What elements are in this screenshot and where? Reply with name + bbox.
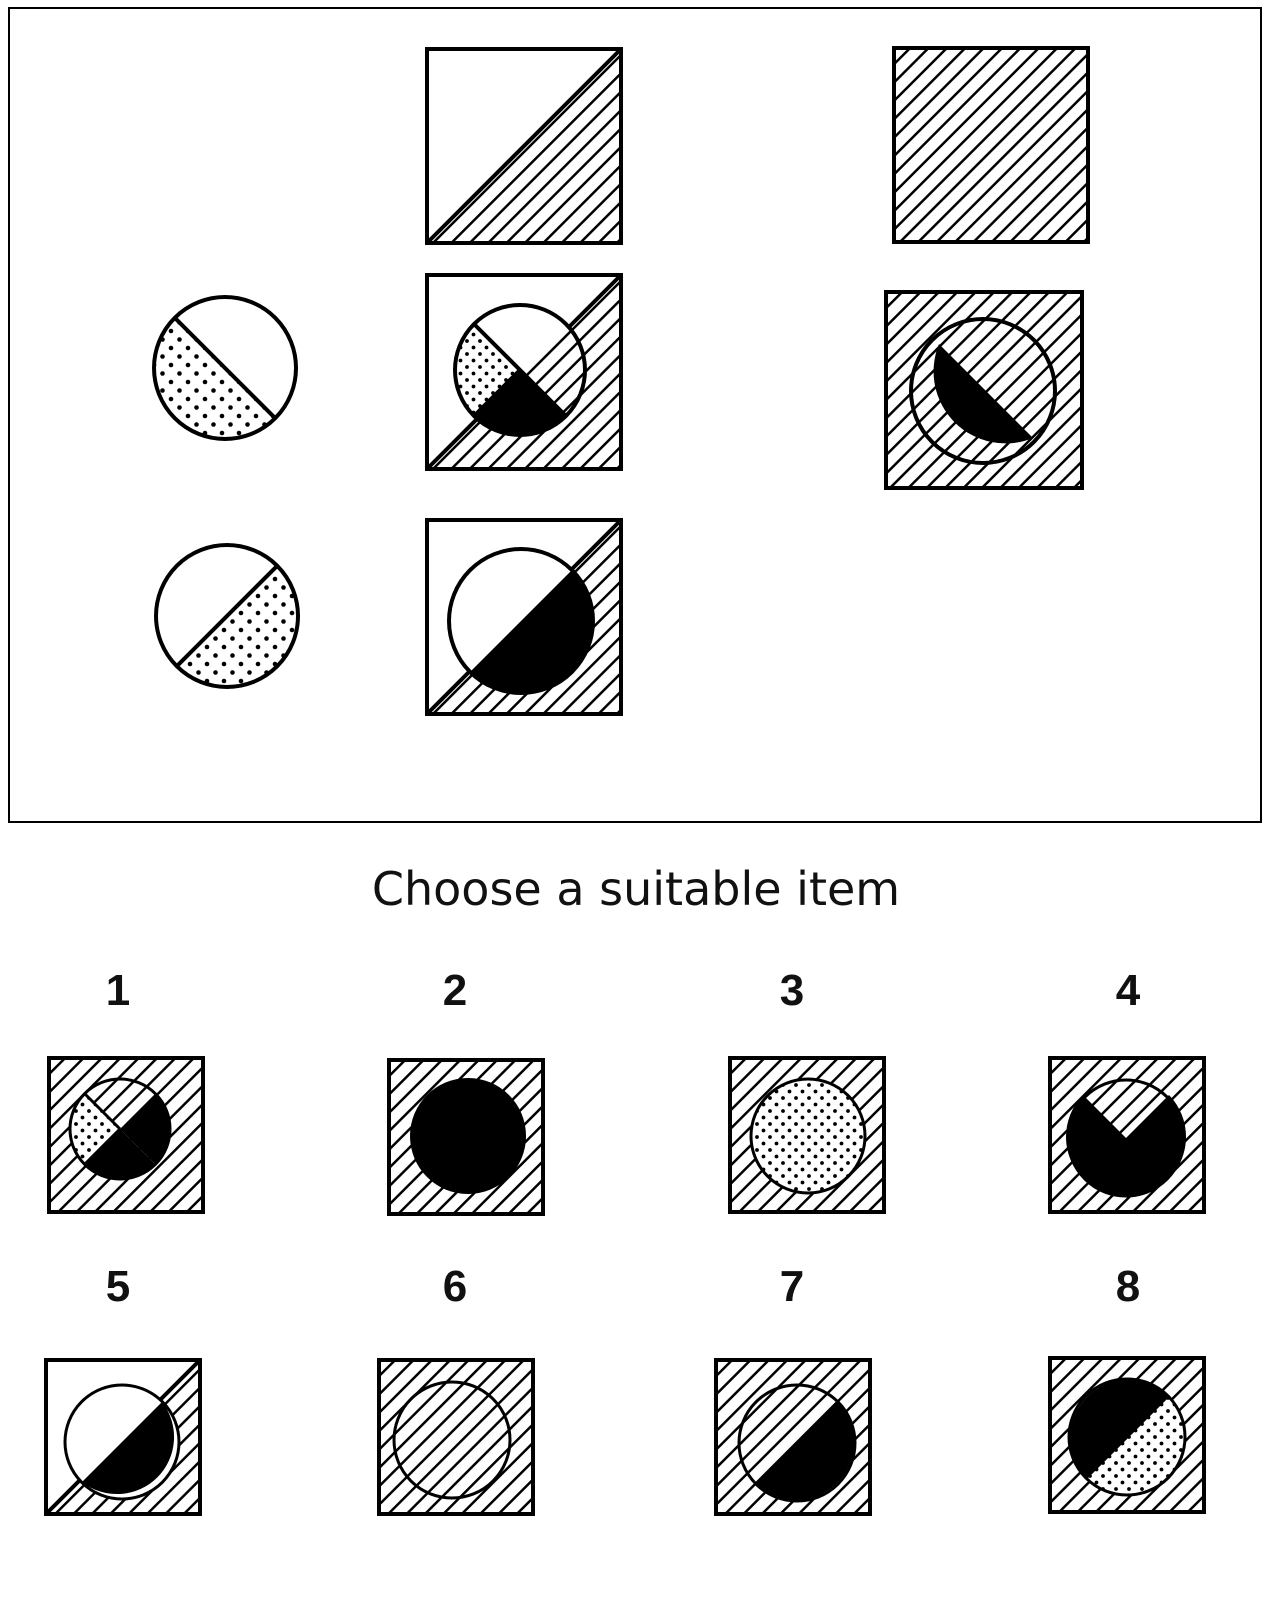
matrix-cell-r2c3	[884, 290, 1084, 490]
matrix-cell-r1c3	[892, 46, 1090, 244]
matrix-cell-r2c1	[152, 295, 298, 441]
option-1[interactable]	[47, 1056, 205, 1214]
matrix-cell-r3c1	[154, 543, 300, 689]
puzzle-matrix	[8, 7, 1262, 823]
option-5[interactable]	[44, 1358, 202, 1516]
option-7[interactable]	[714, 1358, 872, 1516]
matrix-cell-r2c2	[425, 273, 623, 471]
question-prompt: Choose a suitable item	[371, 862, 901, 916]
option-number-5: 5	[105, 1262, 131, 1311]
option-number-2: 2	[442, 966, 468, 1015]
option-2[interactable]	[387, 1058, 545, 1216]
option-number-7: 7	[779, 1262, 805, 1311]
option-4[interactable]	[1048, 1056, 1206, 1214]
matrix-cell-r3c2	[425, 518, 623, 716]
option-number-8: 8	[1115, 1262, 1141, 1311]
option-8[interactable]	[1048, 1356, 1206, 1514]
option-number-6: 6	[442, 1262, 468, 1311]
matrix-cell-r1c2	[425, 47, 623, 245]
option-6[interactable]	[377, 1358, 535, 1516]
option-number-3: 3	[779, 966, 805, 1015]
option-number-4: 4	[1115, 966, 1141, 1015]
option-3[interactable]	[728, 1056, 886, 1214]
option-number-1: 1	[105, 966, 131, 1015]
